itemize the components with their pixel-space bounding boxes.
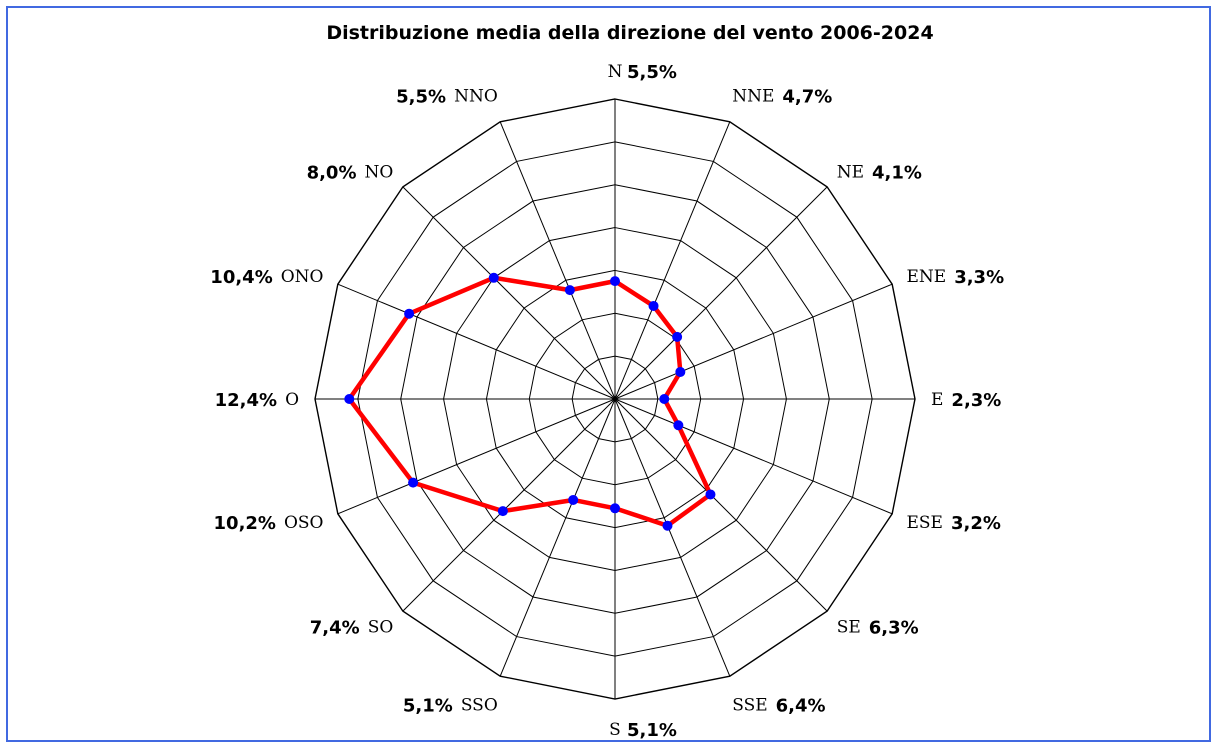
value-label: 2,3%: [951, 390, 1001, 411]
data-point: [610, 503, 620, 514]
data-point: [705, 489, 716, 500]
value-label: 5,5%: [627, 62, 677, 83]
chart-frame: [6, 6, 1211, 742]
value-label: 5,5%: [396, 87, 446, 108]
data-point: [610, 276, 620, 287]
value-label: 4,7%: [782, 87, 832, 108]
grid-spoke: [402, 186, 616, 400]
grid-spoke: [337, 398, 616, 515]
grid-spoke: [614, 398, 893, 515]
series: [344, 272, 716, 531]
direction-label: NNE: [732, 87, 774, 107]
value-label: 6,3%: [869, 618, 919, 639]
grid-spoke: [614, 186, 828, 400]
direction-label: S: [609, 720, 621, 740]
direction-label: ONO: [281, 267, 324, 287]
chart-title: Distribuzione media della direzione del …: [326, 22, 934, 44]
data-point: [564, 285, 575, 296]
direction-label: ENE: [906, 267, 946, 287]
direction-label: NO: [364, 162, 393, 182]
value-label: 3,2%: [951, 513, 1001, 534]
value-label: 12,4%: [215, 390, 277, 411]
grid-spoke: [337, 283, 616, 400]
direction-label: N: [608, 62, 623, 82]
data-point: [659, 394, 670, 404]
direction-label: ESE: [906, 513, 942, 533]
direction-label: NE: [837, 162, 864, 182]
labels: N 5,5%NNE 4,7%NE 4,1%ENE 3,3%E 2,3%ESE 3,2%SE 6…: [210, 62, 1004, 741]
grid: [314, 98, 916, 700]
value-label: 10,2%: [214, 513, 276, 534]
value-label: 4,1%: [872, 162, 922, 183]
grid-spoke: [402, 398, 616, 612]
data-point: [497, 506, 508, 517]
value-label: 7,4%: [310, 618, 360, 639]
value-label: 3,3%: [954, 267, 1004, 288]
data-point: [675, 366, 686, 377]
direction-label: SE: [837, 618, 861, 638]
data-point: [568, 494, 579, 505]
grid-spoke: [614, 121, 731, 400]
value-label: 5,1%: [403, 695, 453, 716]
direction-label: E: [931, 390, 943, 410]
direction-label: NNO: [454, 87, 498, 107]
value-label: 6,4%: [776, 695, 826, 716]
data-point: [648, 300, 659, 311]
direction-label: O: [285, 390, 299, 410]
grid-spoke: [614, 283, 893, 400]
data-point: [488, 272, 499, 283]
grid-spoke: [499, 398, 616, 677]
direction-label: SO: [368, 618, 394, 638]
value-label: 5,1%: [627, 720, 677, 741]
data-point: [408, 477, 419, 488]
direction-label: SSE: [732, 695, 767, 715]
grid-spoke: [614, 398, 828, 612]
value-label: 8,0%: [307, 162, 357, 183]
value-label: 10,4%: [210, 267, 272, 288]
grid-spoke: [499, 121, 616, 400]
data-point: [672, 331, 683, 342]
data-point: [344, 394, 355, 404]
data-point: [404, 308, 415, 319]
data-point: [673, 420, 684, 431]
direction-label: SSO: [461, 695, 498, 715]
grid-spoke: [614, 398, 731, 677]
direction-label: OSO: [284, 513, 324, 533]
data-point: [662, 520, 673, 531]
